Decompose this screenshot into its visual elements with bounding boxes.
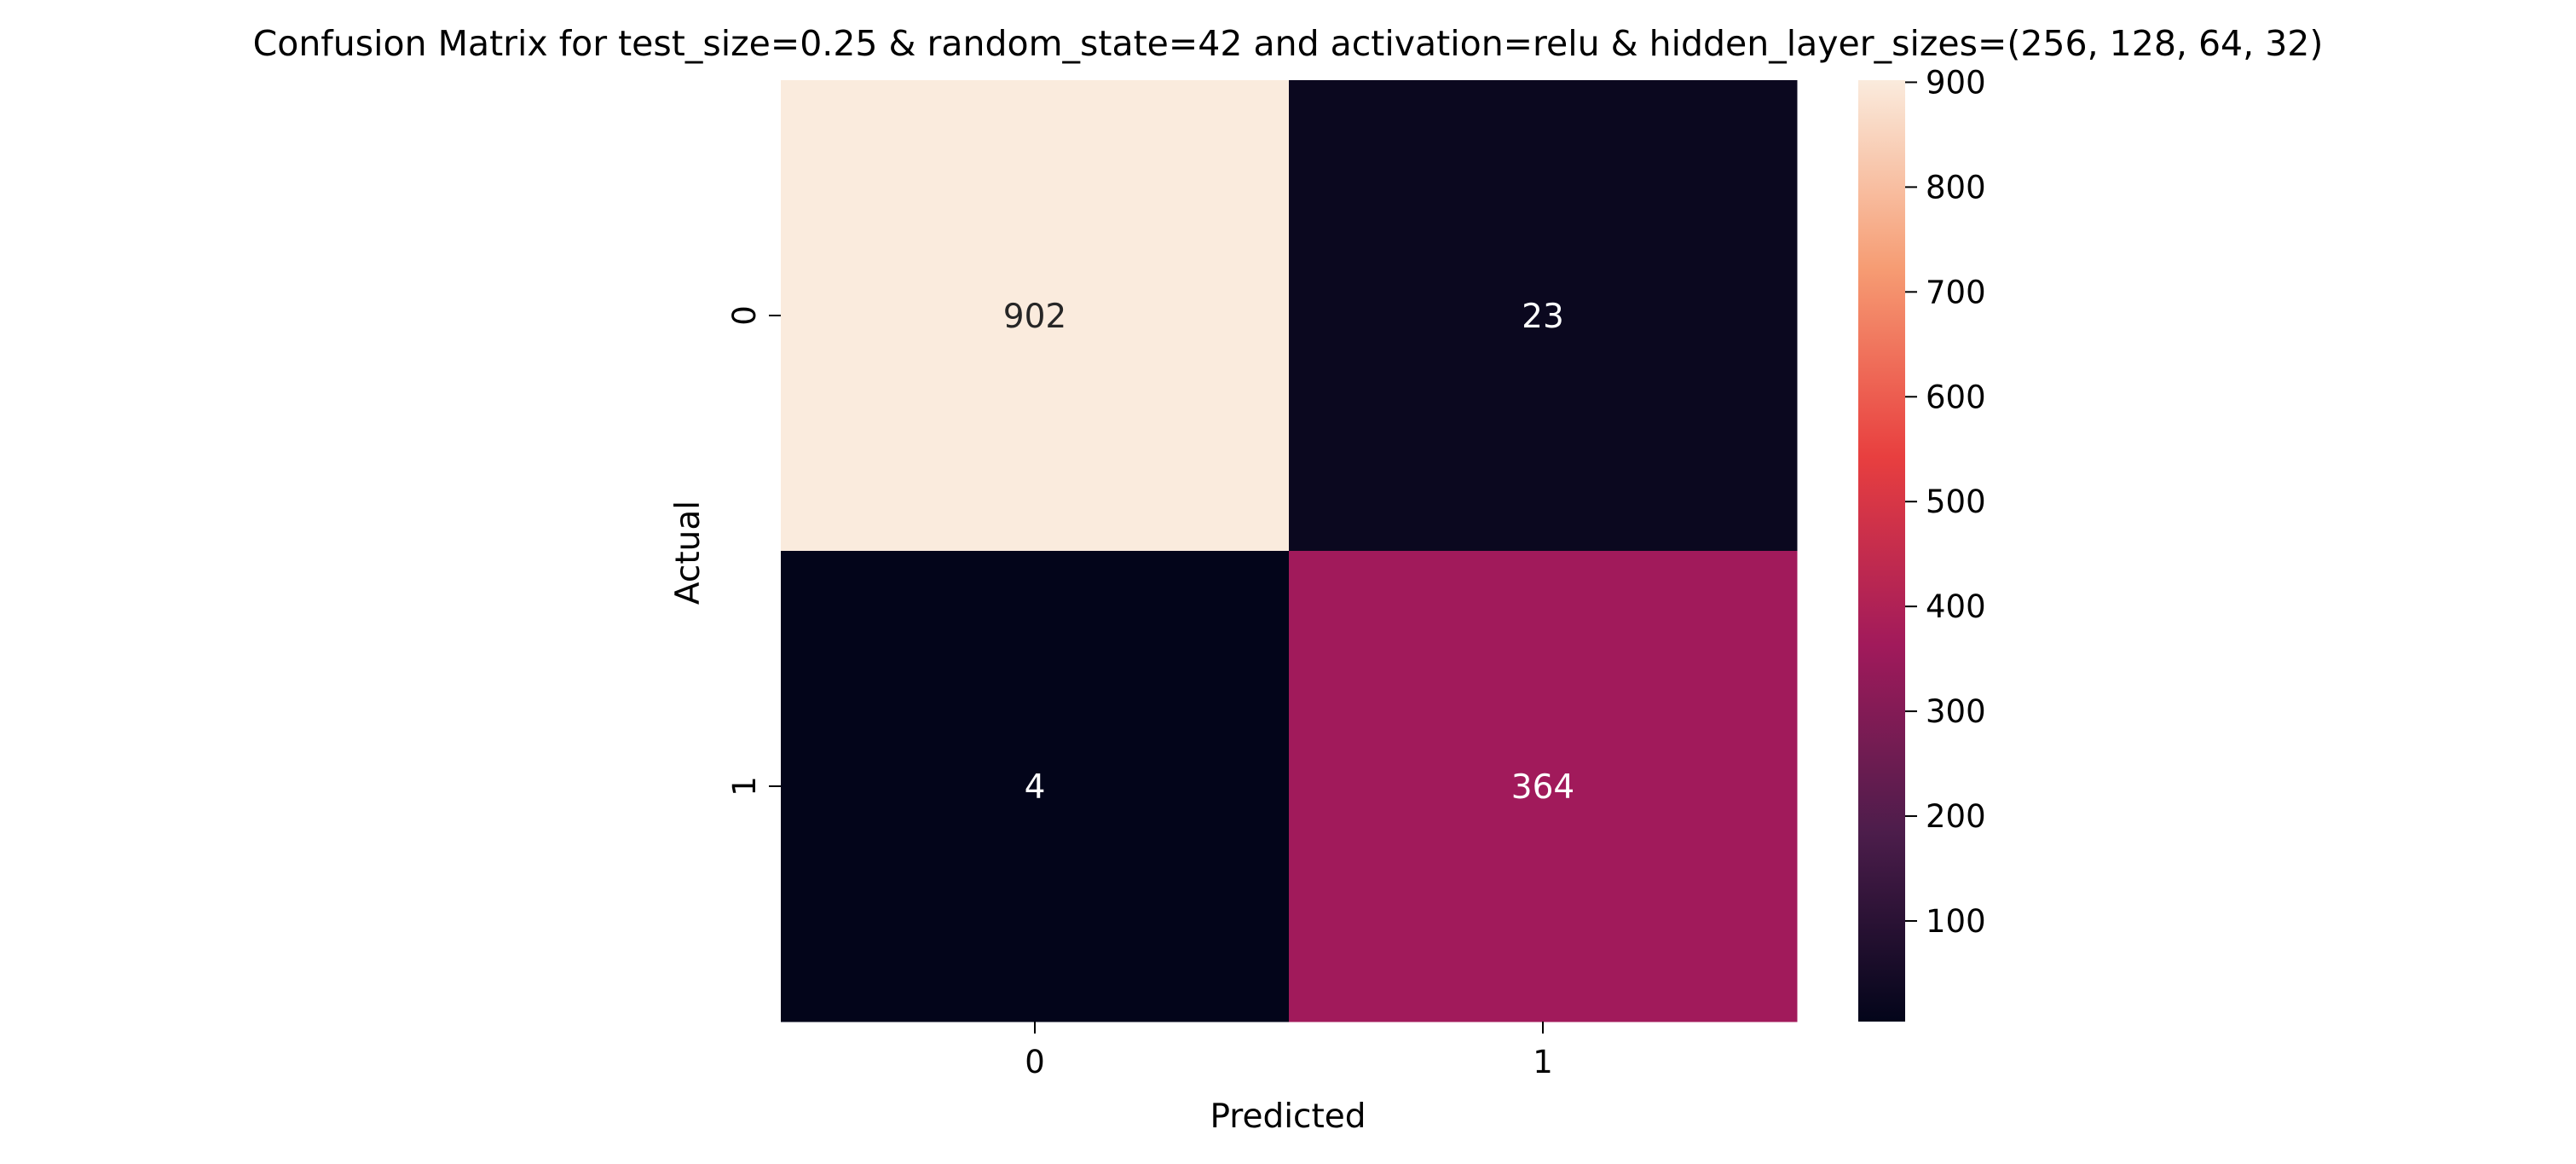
colorbar-tick-label: 200 <box>1926 798 1986 835</box>
cell-annotation: 23 <box>1522 298 1564 336</box>
x-axis-label: Predicted <box>1210 1097 1366 1136</box>
x-tick-label: 1 <box>1533 1044 1553 1080</box>
colorbar-tick-label: 800 <box>1926 169 1986 206</box>
colorbar-tick-label: 600 <box>1926 379 1986 415</box>
y-axis: 01 <box>726 305 781 796</box>
heatmap-cell <box>1289 80 1798 552</box>
colorbar-tick-label: 400 <box>1926 588 1986 625</box>
cell-annotation: 364 <box>1511 768 1574 807</box>
heatmap-cell <box>1289 551 1798 1022</box>
colorbar-tick-label: 300 <box>1926 693 1986 730</box>
colorbar-tick-label: 100 <box>1926 903 1986 940</box>
colorbar-tick-label: 900 <box>1926 64 1986 101</box>
heatmap-cell <box>781 80 1290 552</box>
cell-annotation: 4 <box>1025 768 1046 807</box>
x-tick-label: 0 <box>1025 1044 1045 1080</box>
y-tick-label: 0 <box>726 305 763 326</box>
colorbar: 100 200 300 400 500 600 700 800 900 <box>1858 64 1986 1022</box>
cell-annotations: 902 23 4 364 <box>1003 298 1574 807</box>
heatmap-cells <box>781 80 1798 1022</box>
colorbar-gradient <box>1858 80 1905 1022</box>
cell-annotation: 902 <box>1003 298 1066 336</box>
y-tick-label: 1 <box>726 776 763 796</box>
colorbar-tick-label: 500 <box>1926 484 1986 520</box>
colorbar-tick-label: 700 <box>1926 274 1986 310</box>
y-axis-label: Actual <box>669 501 708 605</box>
chart-title: Confusion Matrix for test_size=0.25 & ra… <box>253 23 2324 64</box>
heatmap-cell <box>781 551 1290 1022</box>
